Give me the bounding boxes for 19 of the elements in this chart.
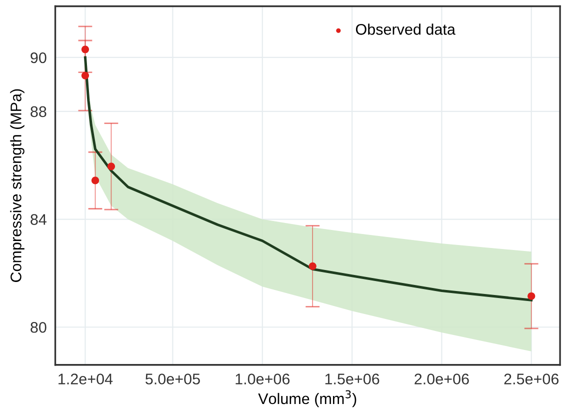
point bbox=[528, 292, 536, 300]
legend-label: Observed data bbox=[356, 24, 456, 35]
point bbox=[81, 72, 90, 80]
x-tick-label: 2.5e+06 bbox=[504, 374, 559, 384]
y-tick-label: 88 bbox=[30, 106, 46, 118]
point bbox=[308, 262, 316, 270]
x-tick-label: 1.5e+06 bbox=[325, 374, 380, 384]
x-axis-title: Volume (mm$^{3}$) bbox=[258, 390, 356, 408]
x-tick-label: 5.0e+05 bbox=[146, 374, 200, 384]
y-tick-label: 80 bbox=[30, 322, 46, 333]
y-tick-label: 84 bbox=[30, 214, 46, 225]
point bbox=[81, 46, 90, 54]
x-tick-label: 2.0e+06 bbox=[414, 374, 469, 384]
point bbox=[91, 176, 100, 184]
x-tick-label: 1.2e+04 bbox=[58, 374, 113, 384]
y-axis-title: Compressive strength (MPa) bbox=[10, 89, 24, 282]
y-tick-label: 90 bbox=[30, 52, 46, 64]
point bbox=[107, 162, 116, 170]
x-tick-label: 1.0e+06 bbox=[236, 374, 290, 384]
